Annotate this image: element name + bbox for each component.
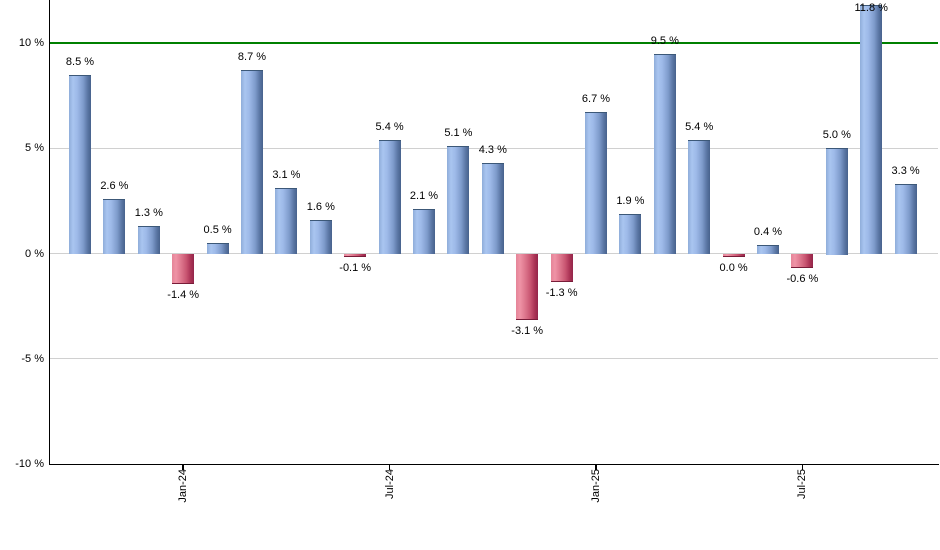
- bar-value-label: 8.7 %: [237, 51, 267, 64]
- bar[interactable]: [550, 254, 573, 283]
- bar-value-label: 5.4 %: [375, 120, 404, 133]
- bar[interactable]: [653, 53, 676, 255]
- bar-value-label: 9.5 %: [650, 34, 679, 47]
- bar-value-label: 5.4 %: [685, 120, 714, 133]
- bar-value-label: -1.4 %: [167, 289, 200, 302]
- bar[interactable]: [309, 219, 332, 255]
- y-axis-line: [48, 0, 50, 465]
- bar[interactable]: [69, 74, 91, 255]
- y-axis-tick-label: 0 %: [25, 247, 44, 260]
- x-axis-line: [48, 463, 939, 465]
- gridline--5pct: [50, 358, 938, 360]
- bar[interactable]: [241, 70, 263, 255]
- bar-value-label: 0.4 %: [753, 226, 783, 239]
- bar[interactable]: [481, 162, 504, 255]
- x-axis-tick: [595, 465, 597, 470]
- bar-value-label: -0.6 %: [786, 272, 819, 285]
- bar[interactable]: [378, 139, 401, 255]
- bar[interactable]: [172, 254, 195, 285]
- bar-value-label: 4.3 %: [478, 143, 507, 156]
- bar[interactable]: [516, 254, 539, 321]
- threshold-line-10pct: [50, 42, 938, 44]
- bar[interactable]: [447, 146, 470, 255]
- bar[interactable]: [344, 254, 367, 258]
- bar-value-label: 2.6 %: [100, 179, 129, 192]
- bar-value-label: 5.0 %: [822, 129, 851, 142]
- bar-value-label: 11.8 %: [854, 2, 888, 14]
- bar-value-label: 1.3 %: [134, 207, 163, 220]
- bar-value-label: -1.3 %: [545, 287, 578, 300]
- bar-value-label: 0.0 %: [719, 262, 748, 274]
- bar-value-label: 0.5 %: [203, 223, 232, 236]
- bar[interactable]: [688, 139, 711, 255]
- bar-value-label: 1.9 %: [616, 194, 645, 207]
- bar-value-label: 2.1 %: [409, 190, 439, 203]
- bar[interactable]: [413, 209, 435, 255]
- bar[interactable]: [275, 188, 298, 255]
- bar[interactable]: [619, 213, 642, 255]
- x-axis-tick-label: Jan-24: [177, 469, 190, 503]
- bar-value-label: 3.3 %: [891, 165, 920, 178]
- bar[interactable]: [825, 148, 848, 255]
- bar[interactable]: [722, 254, 745, 257]
- x-axis-tick-label: Jul-24: [383, 469, 396, 499]
- bar[interactable]: [137, 226, 160, 255]
- y-axis-tick-label: 10 %: [18, 37, 44, 49]
- x-axis-tick: [182, 465, 184, 470]
- bar-value-label: 5.1 %: [444, 127, 473, 140]
- y-axis-tick-label: -10 %: [15, 458, 44, 470]
- bar[interactable]: [585, 112, 607, 255]
- bar-value-label: 8.5 %: [65, 55, 95, 68]
- bar-value-label: -3.1 %: [511, 325, 544, 338]
- bar-value-label: 3.1 %: [272, 169, 301, 182]
- gridline-5pct: [50, 147, 938, 149]
- bar-value-label: -0.1 %: [339, 262, 372, 275]
- x-axis-tick-label: Jul-25: [796, 469, 809, 499]
- x-axis-tick: [801, 465, 804, 470]
- y-axis-tick-label: 5 %: [25, 142, 44, 155]
- bar[interactable]: [894, 184, 917, 255]
- x-axis-tick-label: Jan-25: [590, 469, 602, 503]
- bar[interactable]: [206, 242, 229, 255]
- bar[interactable]: [103, 198, 126, 255]
- bar[interactable]: [860, 5, 883, 255]
- y-axis-tick-label: -5 %: [21, 352, 44, 365]
- x-axis-tick: [388, 465, 391, 470]
- bar[interactable]: [757, 245, 779, 255]
- bar-value-label: 6.7 %: [581, 93, 611, 106]
- bar[interactable]: [791, 254, 814, 268]
- bar-value-label: 1.6 %: [306, 200, 335, 213]
